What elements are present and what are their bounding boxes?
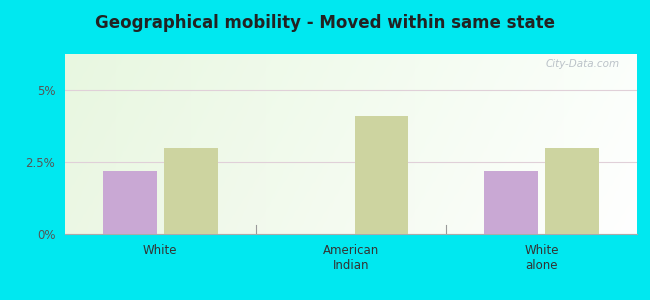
Text: Geographical mobility - Moved within same state: Geographical mobility - Moved within sam… xyxy=(95,14,555,32)
Bar xyxy=(103,171,157,234)
Bar xyxy=(164,148,218,234)
Bar xyxy=(484,171,538,234)
Bar xyxy=(355,116,408,234)
Bar xyxy=(545,148,599,234)
Text: City-Data.com: City-Data.com xyxy=(546,59,620,69)
